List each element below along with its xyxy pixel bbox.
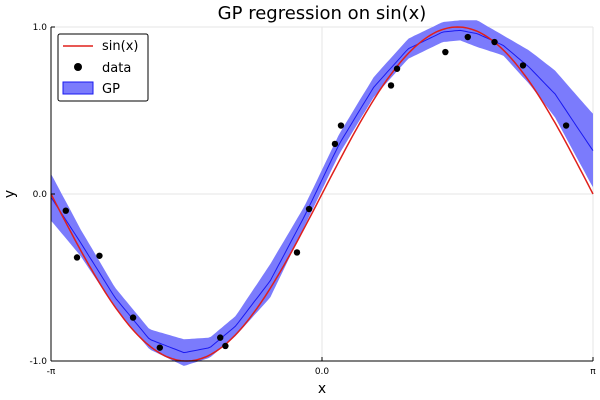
x-tick-label-2: π — [590, 367, 596, 377]
axes: -π 0.0 π -1.0 0.0 1.0 — [29, 23, 596, 377]
data-point-17 — [562, 122, 570, 129]
legend-swatch-data — [74, 63, 82, 71]
gp-band-layer — [50, 20, 594, 366]
data-point-12 — [393, 65, 401, 72]
x-tick-label-1: 0.0 — [315, 367, 330, 377]
y-tick-label-2: 1.0 — [33, 23, 48, 33]
legend-label-data: data — [102, 61, 131, 76]
data-point-8 — [305, 205, 313, 213]
legend: sin(x) data GP — [57, 33, 149, 102]
y-tick-label-1: 0.0 — [33, 190, 48, 200]
data-point-0 — [62, 207, 70, 214]
sin-line — [50, 26, 594, 362]
data-point-4 — [156, 344, 164, 351]
data-point-5 — [217, 334, 224, 341]
data-point-14 — [464, 33, 471, 41]
data-point-3 — [129, 314, 137, 321]
y-axis-label: y — [2, 190, 18, 198]
data-point-15 — [491, 38, 498, 46]
data-points — [62, 33, 570, 351]
data-point-7 — [293, 249, 301, 256]
data-point-13 — [442, 48, 449, 56]
data-point-10 — [337, 122, 345, 129]
data-point-6 — [222, 342, 229, 350]
x-axis-label: x — [318, 381, 326, 397]
y-tick-label-0: -1.0 — [29, 357, 47, 367]
data-point-16 — [519, 62, 527, 69]
data-point-2 — [96, 252, 103, 259]
data-point-1 — [73, 254, 81, 261]
legend-label-gp: GP — [102, 82, 120, 97]
data-point-9 — [331, 140, 339, 148]
gp-mean-line — [50, 29, 594, 354]
legend-swatch-gp — [62, 81, 94, 95]
legend-label-sin: sin(x) — [102, 39, 138, 54]
data-point-11 — [387, 82, 395, 89]
chart-title: GP regression on sin(x) — [218, 3, 427, 24]
x-tick-label-0: -π — [47, 367, 56, 377]
line-layer — [50, 26, 594, 362]
